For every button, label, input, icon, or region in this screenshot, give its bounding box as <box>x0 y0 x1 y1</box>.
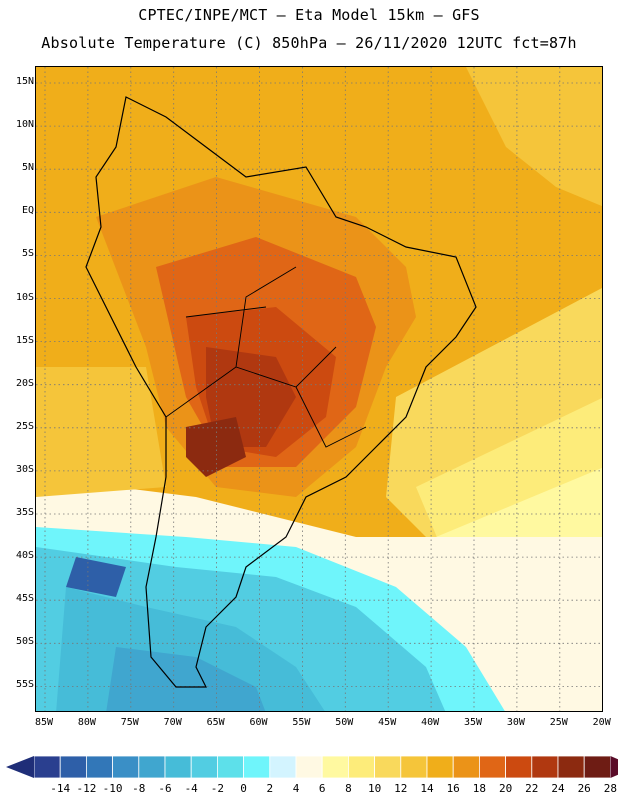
lon-label: 65W <box>206 717 225 728</box>
color-scale-min-arrow <box>6 756 34 778</box>
south-america-coastline <box>85 96 477 688</box>
color-scale-label: -8 <box>132 782 146 795</box>
lat-label: 45S <box>15 593 34 605</box>
lat-label: 25S <box>15 420 34 432</box>
color-scale-label: 0 <box>240 782 247 795</box>
color-scale-label: -4 <box>184 782 198 795</box>
color-scale-label: 2 <box>266 782 274 795</box>
color-scale-swatch <box>216 755 244 779</box>
lon-label: 85W <box>34 717 54 728</box>
color-scale-swatch <box>347 755 375 779</box>
temp-field-minus6 <box>106 647 266 711</box>
lon-label: 25W <box>549 717 568 728</box>
temp-field-16-pacific <box>36 367 166 497</box>
lon-label: 55W <box>292 717 311 728</box>
color-scale-swatch <box>400 755 428 779</box>
lon-label: 70W <box>163 717 182 728</box>
lat-label: 10N <box>15 119 34 131</box>
color-scale-swatch <box>505 755 533 779</box>
color-scale-label: -2 <box>210 782 225 795</box>
temperature-map <box>35 66 603 712</box>
color-scale-swatch <box>557 755 585 779</box>
color-scale-swatch <box>426 755 454 779</box>
lon-label: 35W <box>463 717 483 728</box>
color-scale-swatch <box>374 755 402 779</box>
lat-label: 55S <box>15 679 34 691</box>
color-scale-label: -6 <box>158 782 172 795</box>
color-scale-swatch <box>138 755 166 779</box>
color-scale-label: 4 <box>292 782 300 795</box>
color-scale-swatch <box>112 755 140 779</box>
color-scale-label: 12 <box>394 782 408 795</box>
lat-label: 15N <box>15 76 34 87</box>
color-scale-swatch <box>478 755 506 779</box>
lon-label: 40W <box>421 717 440 728</box>
lon-label: 45W <box>378 717 397 728</box>
color-scale-label: 8 <box>345 782 352 795</box>
color-scale-swatch <box>86 755 114 779</box>
temp-field-minus12 <box>66 557 126 597</box>
color-scale-max-arrow <box>610 756 618 778</box>
temp-field-28 <box>186 417 246 477</box>
color-scale-swatch <box>452 755 480 779</box>
lat-label: EQ <box>21 205 34 217</box>
color-scale-swatch <box>531 755 559 779</box>
color-scale-label: -12 <box>76 782 97 795</box>
lat-label: 5S <box>21 248 34 260</box>
temp-field-16-north <box>466 67 602 207</box>
color-scale-label: 22 <box>525 782 539 795</box>
color-scale-label: 24 <box>551 782 565 795</box>
color-scale-label: 14 <box>420 782 434 795</box>
color-scale-label: -10 <box>102 782 123 795</box>
color-scale-bar <box>6 755 618 779</box>
lon-label: 20W <box>592 717 611 728</box>
country-borders <box>165 266 367 448</box>
color-scale-swatch <box>583 755 611 779</box>
lat-label: 50S <box>15 636 34 648</box>
color-scale-swatch <box>164 755 192 779</box>
lon-label: 80W <box>77 717 96 728</box>
color-scale-swatch <box>243 755 271 779</box>
color-scale-label: 6 <box>318 782 326 795</box>
map-canvas <box>36 67 602 711</box>
color-scale-swatch <box>33 755 61 779</box>
lat-label: 20S <box>15 377 34 389</box>
color-scale-label: -14 <box>50 782 71 795</box>
color-scale-label: 18 <box>472 782 487 795</box>
color-scale-label: 10 <box>367 782 382 795</box>
lat-label: 10S <box>15 291 34 303</box>
color-scale-label: 26 <box>577 782 591 795</box>
lat-label: 40S <box>15 550 34 562</box>
color-scale-swatch <box>190 755 218 779</box>
color-scale-label: 20 <box>498 782 513 795</box>
lat-label: 30S <box>15 463 34 475</box>
lon-label: 75W <box>120 717 139 728</box>
color-scale-label: 28 <box>603 782 618 795</box>
lat-label: 35S <box>15 507 34 518</box>
lon-label: 50W <box>335 717 354 728</box>
lat-label: 5N <box>21 162 34 174</box>
map-gridlines <box>36 67 602 711</box>
color-scale-swatch <box>269 755 297 779</box>
lat-label: 15S <box>15 334 34 346</box>
color-scale-swatch <box>321 755 349 779</box>
chart-title: CPTEC/INPE/MCT – Eta Model 15km – GFS <box>138 6 480 24</box>
color-scale-swatch <box>295 755 323 779</box>
color-scale-swatch <box>59 755 87 779</box>
color-scale-label: 16 <box>446 782 460 795</box>
chart-subtitle: Absolute Temperature (C) 850hPa – 26/11/… <box>41 34 577 52</box>
lon-label: 60W <box>249 717 268 728</box>
lon-label: 30W <box>506 717 525 728</box>
